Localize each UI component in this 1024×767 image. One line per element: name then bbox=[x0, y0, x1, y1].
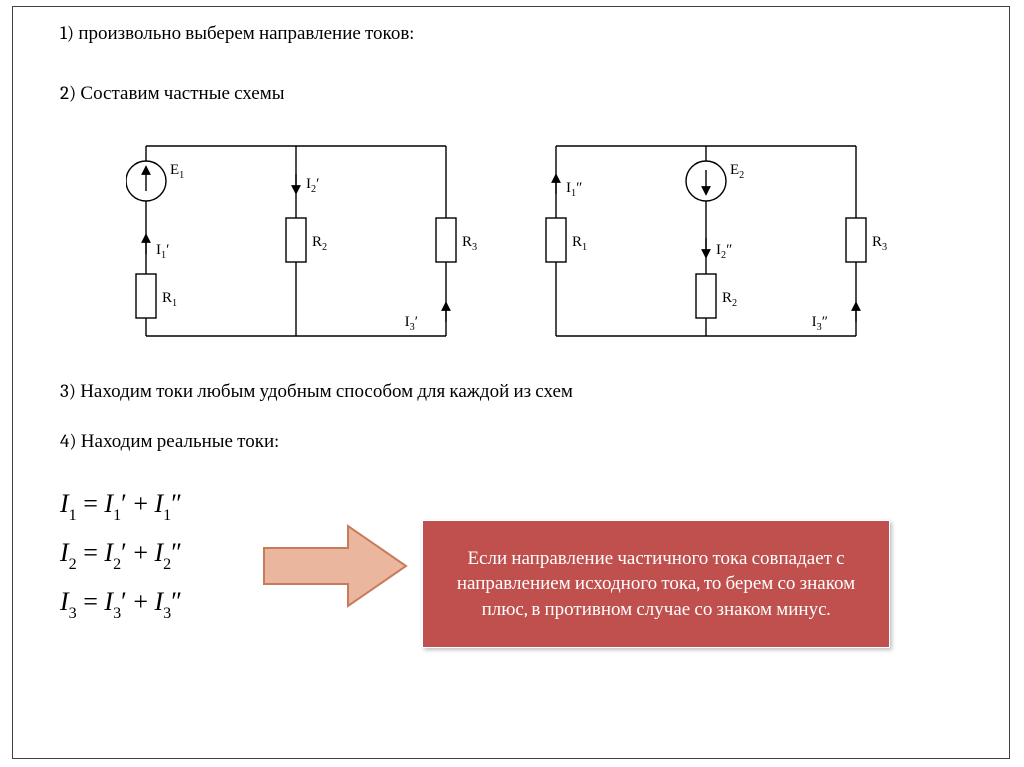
r1-label: R1 bbox=[572, 234, 587, 253]
r2-label: R2 bbox=[312, 234, 327, 253]
r2-label: R2 bbox=[722, 290, 737, 309]
step-1: 1) произвольно выберем направление токов… bbox=[60, 22, 414, 45]
eq2-r1-var: I bbox=[104, 538, 113, 567]
eq-sign: = bbox=[83, 489, 98, 518]
arrow-right-icon bbox=[260, 518, 410, 614]
r3-label: R3 bbox=[462, 234, 477, 253]
eq-sign: = bbox=[83, 538, 98, 567]
eq1-lhs-sub: 1 bbox=[69, 507, 77, 524]
current-i1pp: I1″ bbox=[566, 180, 582, 199]
plus-sign: + bbox=[133, 538, 148, 567]
eq2-r1-prime: ′ bbox=[121, 538, 127, 567]
source-label: E1 bbox=[170, 162, 184, 181]
eq3-r2-sub: 3 bbox=[163, 605, 171, 622]
callout-text: Если направление частичного тока совпада… bbox=[437, 546, 875, 623]
branch-2: I2′ R2 bbox=[286, 146, 327, 336]
branch-3: R3 I3′ bbox=[405, 146, 477, 336]
step-2: 2) Составим частные схемы bbox=[60, 82, 285, 105]
callout-box: Если направление частичного тока совпада… bbox=[422, 520, 890, 648]
eq1-r2-prime: ″ bbox=[171, 489, 182, 518]
equation-3: I3 = I3′ + I3″ bbox=[60, 578, 182, 627]
step-3: 3) Находим токи любым удобным способом д… bbox=[60, 380, 573, 403]
current-i2pp: I2″ bbox=[716, 242, 732, 261]
eq-sign: = bbox=[83, 587, 98, 616]
eq3-r2-var: I bbox=[155, 587, 164, 616]
eq2-r2-var: I bbox=[155, 538, 164, 567]
circuit-diagrams: E1 I1′ R1 I2′ R2 R3 bbox=[126, 126, 896, 356]
branch-1: E1 I1′ R1 bbox=[126, 146, 184, 336]
eq2-lhs-var: I bbox=[60, 538, 69, 567]
r3-label: R3 bbox=[872, 234, 887, 253]
plus-sign: + bbox=[133, 587, 148, 616]
current-i1p: I1′ bbox=[156, 242, 169, 261]
eq1-r2-var: I bbox=[155, 489, 164, 518]
current-i3pp: I3″ bbox=[812, 314, 828, 333]
eq2-lhs-sub: 2 bbox=[69, 556, 77, 573]
equation-2: I2 = I2′ + I2″ bbox=[60, 529, 182, 578]
plus-sign: + bbox=[133, 489, 148, 518]
branch-3: R3 I3″ bbox=[812, 146, 887, 336]
current-i2p: I2′ bbox=[306, 176, 319, 195]
eq3-lhs-var: I bbox=[60, 587, 69, 616]
branch-1: I1″ R1 bbox=[546, 146, 587, 336]
equations-block: I1 = I1′ + I1″ I2 = I2′ + I2″ I3 = I3′ +… bbox=[60, 480, 182, 627]
eq3-r2-prime: ″ bbox=[171, 587, 182, 616]
eq1-r1-sub: 1 bbox=[113, 507, 121, 524]
eq3-r1-prime: ′ bbox=[121, 587, 127, 616]
eq3-lhs-sub: 3 bbox=[69, 605, 77, 622]
equation-1: I1 = I1′ + I1″ bbox=[60, 480, 182, 529]
circuit-right: I1″ R1 E2 I2″ R2 R3 I3″ bbox=[546, 146, 887, 336]
r1-label: R1 bbox=[162, 290, 177, 309]
eq1-r2-sub: 1 bbox=[163, 507, 171, 524]
eq2-r2-sub: 2 bbox=[163, 556, 171, 573]
eq2-r1-sub: 2 bbox=[113, 556, 121, 573]
eq1-lhs-var: I bbox=[60, 489, 69, 518]
eq2-r2-prime: ″ bbox=[171, 538, 182, 567]
circuit-left: E1 I1′ R1 I2′ R2 R3 bbox=[126, 146, 477, 336]
eq3-r1-var: I bbox=[104, 587, 113, 616]
source-label: E2 bbox=[730, 162, 744, 181]
circuit-svg: E1 I1′ R1 I2′ R2 R3 bbox=[126, 126, 896, 356]
current-i3p: I3′ bbox=[405, 314, 418, 333]
eq3-r1-sub: 3 bbox=[113, 605, 121, 622]
branch-2: E2 I2″ R2 bbox=[686, 146, 744, 336]
eq1-r1-var: I bbox=[104, 489, 113, 518]
eq1-r1-prime: ′ bbox=[121, 489, 127, 518]
step-4: 4) Находим реальные токи: bbox=[60, 430, 279, 453]
